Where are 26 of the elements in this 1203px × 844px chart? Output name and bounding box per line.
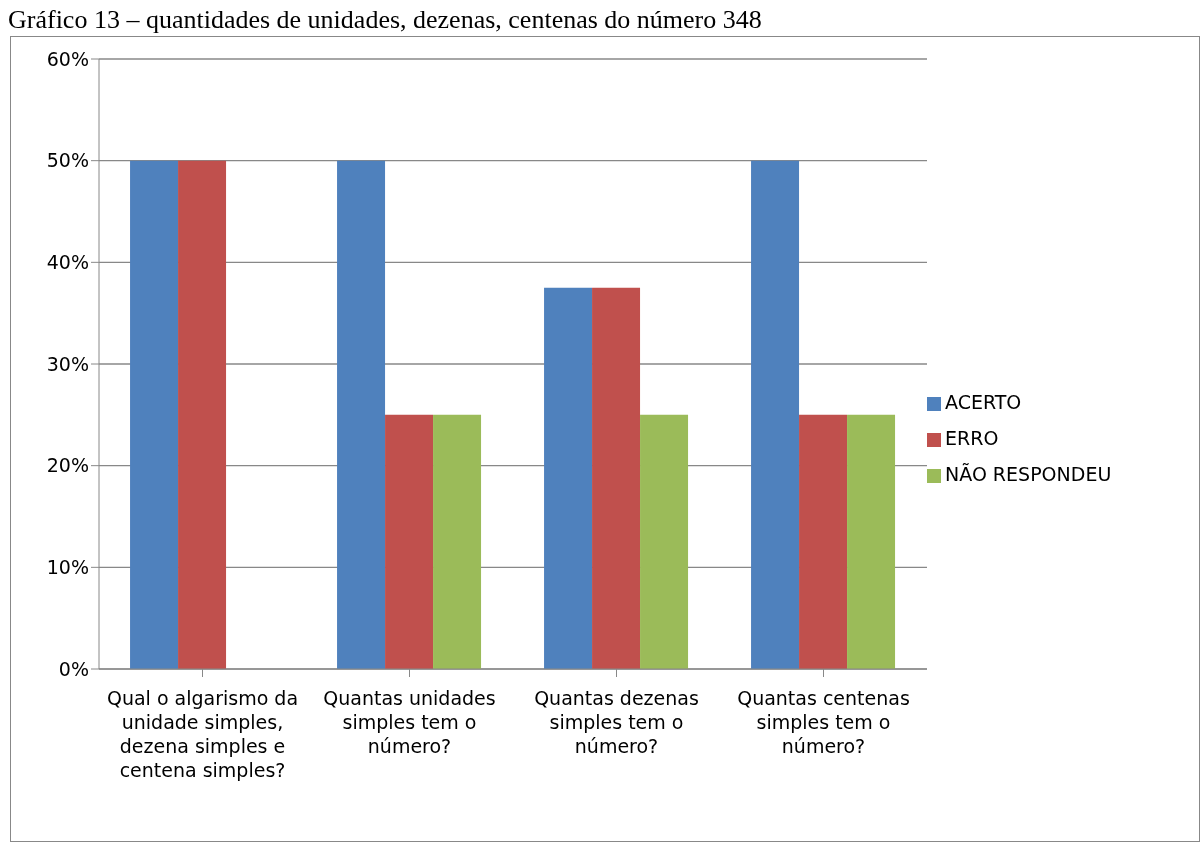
y-tick-label: 20% — [46, 454, 89, 477]
bar — [751, 160, 800, 669]
bar — [799, 414, 848, 669]
x-tick-label: Qual o algarismo da unidade simples, dezena simples e centena simples? — [106, 687, 299, 781]
x-tick-label: Quantas centenas simples tem o número? — [737, 687, 910, 757]
bar — [433, 414, 482, 669]
y-tick-label: 50% — [46, 149, 89, 172]
bar — [178, 160, 227, 669]
legend-label: ACERTO — [945, 391, 1022, 413]
bar — [544, 287, 593, 669]
y-tick-label: 40% — [46, 251, 89, 274]
x-tick-label: Quantas unidades simples tem o número? — [323, 687, 496, 757]
bar — [130, 160, 179, 669]
bar — [640, 414, 689, 669]
y-tick-label: 0% — [58, 657, 89, 680]
bar — [337, 160, 386, 669]
x-tick-label: Quantas dezenas simples tem o número? — [534, 687, 699, 757]
y-tick-label: 60% — [46, 47, 89, 70]
bar — [385, 414, 434, 669]
y-tick-label: 30% — [46, 352, 89, 375]
legend-label: NÃO RESPONDEU — [945, 463, 1112, 485]
bar — [592, 287, 641, 669]
legend-label: ERRO — [945, 427, 999, 449]
bar — [847, 414, 896, 669]
y-tick-label: 10% — [46, 556, 89, 579]
chart-title: Gráfico 13 – quantidades de unidades, dezenas, centenas do número 348 — [8, 5, 763, 34]
